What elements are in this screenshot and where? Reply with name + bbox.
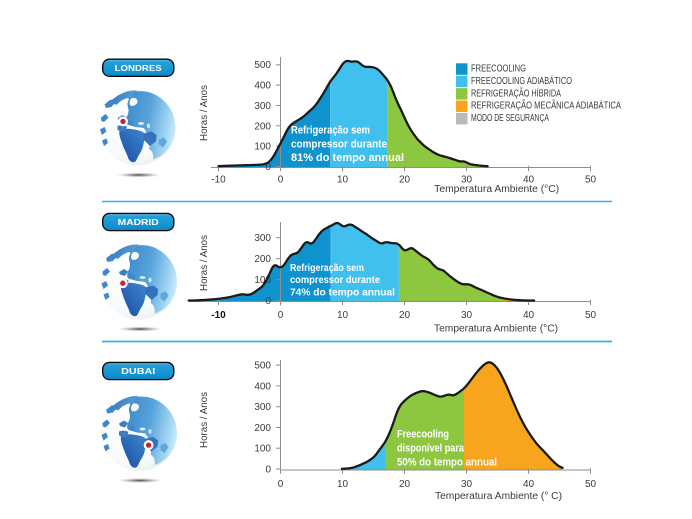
svg-text:50: 50 xyxy=(585,310,597,321)
svg-text:MADRID: MADRID xyxy=(118,217,159,227)
svg-text:0: 0 xyxy=(265,465,271,476)
svg-text:200: 200 xyxy=(254,121,271,132)
svg-text:100: 100 xyxy=(254,444,271,455)
svg-text:0: 0 xyxy=(278,174,284,185)
svg-text:REFRIGERAÇÃO MECÂNICA ADIABÁTI: REFRIGERAÇÃO MECÂNICA ADIABÁTICA xyxy=(471,99,621,112)
svg-text:300: 300 xyxy=(254,101,271,112)
svg-text:Temperatura Ambiente (°C): Temperatura Ambiente (°C) xyxy=(434,184,559,195)
svg-text:-10: -10 xyxy=(211,174,226,185)
svg-text:50% do tempo annual: 50% do tempo annual xyxy=(397,457,497,469)
svg-text:100: 100 xyxy=(254,275,271,286)
svg-text:0: 0 xyxy=(278,310,284,321)
svg-text:DUBAI: DUBAI xyxy=(121,366,155,376)
svg-text:-10: -10 xyxy=(211,310,226,321)
svg-text:compressor durante: compressor durante xyxy=(291,138,387,150)
svg-text:Horas / Anos: Horas / Anos xyxy=(198,85,210,141)
svg-text:0: 0 xyxy=(265,162,271,173)
svg-text:50: 50 xyxy=(585,479,597,490)
svg-text:300: 300 xyxy=(254,402,271,413)
svg-text:0: 0 xyxy=(265,296,271,307)
svg-text:Horas / Anos: Horas / Anos xyxy=(198,235,210,291)
svg-text:400: 400 xyxy=(254,381,271,392)
svg-text:30: 30 xyxy=(461,310,473,321)
svg-text:200: 200 xyxy=(254,254,271,265)
svg-text:40: 40 xyxy=(523,310,535,321)
svg-text:REFRIGERAÇÃO HÍBRIDA: REFRIGERAÇÃO HÍBRIDA xyxy=(471,86,561,99)
svg-text:30: 30 xyxy=(461,174,473,185)
svg-text:10: 10 xyxy=(337,479,349,490)
svg-text:FREECOOLING: FREECOOLING xyxy=(471,64,526,75)
svg-text:100: 100 xyxy=(254,142,271,153)
svg-text:Freecooling: Freecooling xyxy=(397,429,449,441)
svg-text:10: 10 xyxy=(337,310,349,321)
svg-text:20: 20 xyxy=(399,479,411,490)
svg-text:20: 20 xyxy=(399,310,411,321)
svg-text:300: 300 xyxy=(254,233,271,244)
svg-text:50: 50 xyxy=(585,174,597,185)
svg-text:compressor durante: compressor durante xyxy=(290,275,380,286)
svg-text:81% do tempo annual: 81% do tempo annual xyxy=(291,152,404,164)
svg-text:500: 500 xyxy=(254,361,271,372)
svg-text:400: 400 xyxy=(254,81,271,92)
svg-text:30: 30 xyxy=(461,479,473,490)
svg-text:0: 0 xyxy=(278,479,284,490)
svg-text:500: 500 xyxy=(254,60,271,71)
svg-text:10: 10 xyxy=(337,174,349,185)
svg-text:200: 200 xyxy=(254,423,271,434)
svg-text:Horas / Anos: Horas / Anos xyxy=(198,392,210,448)
svg-text:Temperatura Ambiente (°C): Temperatura Ambiente (°C) xyxy=(434,323,558,334)
svg-text:disponível para: disponível para xyxy=(397,443,465,455)
svg-text:40: 40 xyxy=(523,174,535,185)
svg-text:LONDRES: LONDRES xyxy=(115,63,162,73)
svg-text:40: 40 xyxy=(523,479,535,490)
svg-text:Refrigeração sem: Refrigeração sem xyxy=(291,125,370,137)
svg-text:Refrigeração sem: Refrigeração sem xyxy=(290,263,364,274)
svg-text:Temperatura Ambiente (° C): Temperatura Ambiente (° C) xyxy=(435,491,562,502)
svg-text:20: 20 xyxy=(399,174,411,185)
svg-text:MODO DE SEGURANÇA: MODO DE SEGURANÇA xyxy=(471,113,549,124)
svg-text:FREECOOLING ADIABÁTICO: FREECOOLING ADIABÁTICO xyxy=(471,74,572,87)
svg-text:74% do tempo annual: 74% do tempo annual xyxy=(290,288,395,299)
